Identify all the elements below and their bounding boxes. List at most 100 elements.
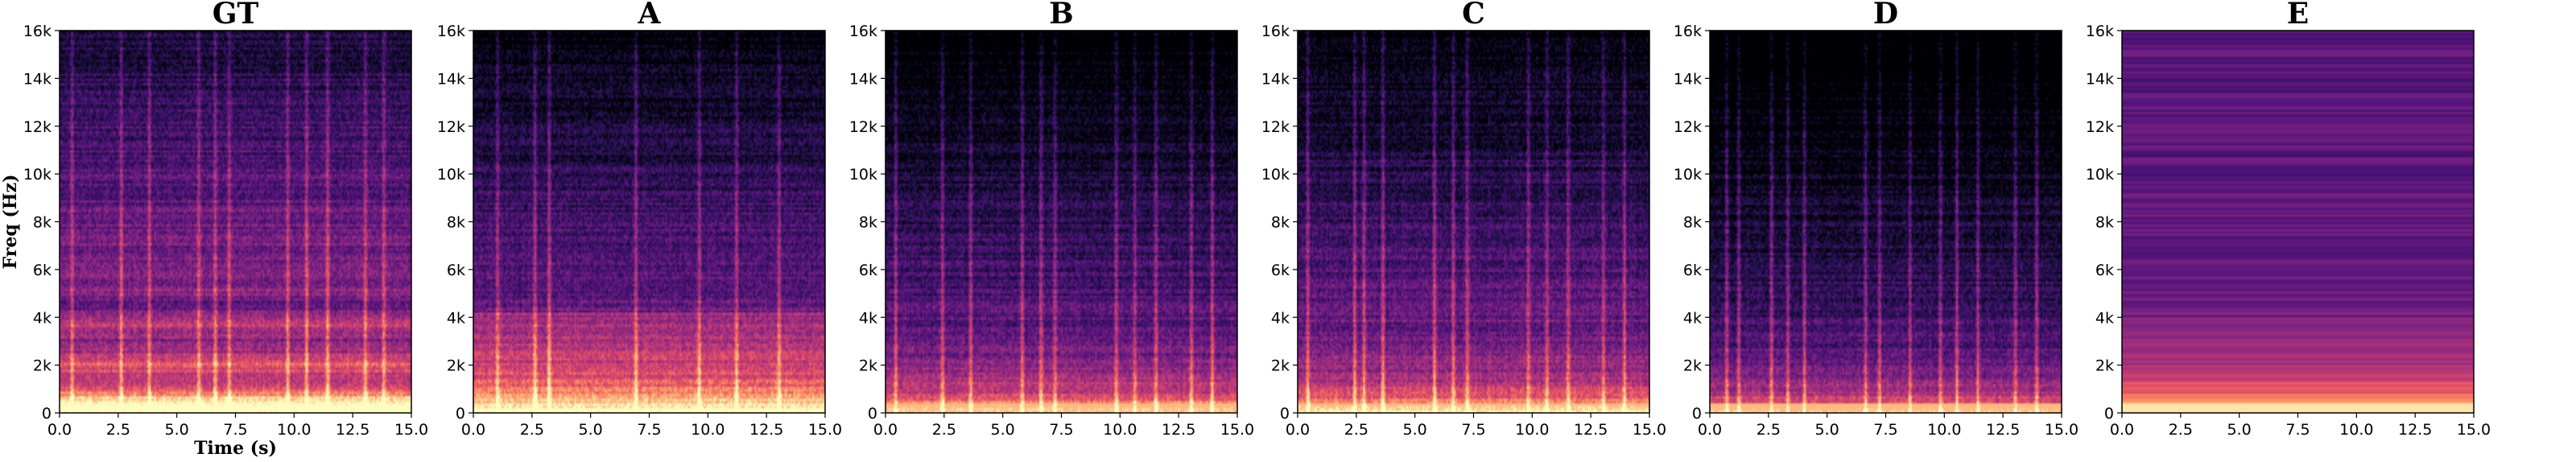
x-tick-label: 5.0: [991, 421, 1015, 439]
y-tick-label: 6k: [1271, 262, 1290, 279]
y-tick-label: 16k: [1674, 23, 1702, 40]
x-tick-label: 7.5: [1049, 421, 1073, 439]
y-tick-label: 0: [2104, 405, 2114, 423]
spectrogram-image: [1710, 31, 2062, 413]
y-tick-label: 14k: [849, 70, 877, 88]
x-tick-label: 15.0: [2457, 421, 2491, 439]
y-tick-label: 4k: [1683, 309, 1702, 327]
x-tick-label: 10.0: [2339, 421, 2373, 439]
y-tick-label: 6k: [447, 262, 465, 279]
spectrogram-image: [60, 31, 411, 413]
y-tick-label: 0: [456, 405, 465, 423]
x-tick-label: 10.0: [1515, 421, 1549, 439]
x-tick-label: 15.0: [394, 421, 428, 439]
x-tick-label: 7.5: [223, 421, 247, 439]
y-tick-label: 8k: [33, 214, 52, 232]
y-tick-label: 12k: [23, 118, 52, 136]
y-tick-label: 4k: [1271, 309, 1290, 327]
x-tick-label: 0.0: [47, 421, 72, 439]
x-tick-label: 2.5: [106, 421, 130, 439]
x-tick-label: 15.0: [1633, 421, 1666, 439]
panel-title: D: [1873, 0, 1898, 31]
x-tick-label: 10.0: [1103, 421, 1137, 439]
y-tick-label: 0: [42, 405, 52, 423]
y-tick-label: 12k: [849, 118, 877, 136]
spectrogram-image: [473, 31, 825, 413]
y-tick-label: 2k: [1271, 357, 1290, 375]
y-tick-label: 14k: [1674, 70, 1702, 88]
panel-title: E: [2287, 0, 2309, 31]
x-tick-label: 5.0: [1403, 421, 1427, 439]
y-tick-label: 16k: [1261, 23, 1290, 40]
y-tick-label: 2k: [1683, 357, 1702, 375]
y-tick-label: 16k: [23, 23, 52, 40]
x-tick-label: 12.5: [1986, 421, 2020, 439]
x-tick-label: 0.0: [1286, 421, 1310, 439]
spectrogram-panel-a: A 0.0 2.5 5.0 7.5 10.0 12.5 15.0 0 2k 4k 6k 8k 10k 12k…: [437, 0, 842, 439]
y-tick-label: 16k: [2086, 23, 2114, 40]
y-tick-label: 12k: [437, 118, 465, 136]
spectrogram-image: [886, 31, 1237, 413]
y-tick-label: 10k: [437, 166, 465, 184]
panel-title: C: [1462, 0, 1485, 31]
x-tick-label: 12.5: [336, 421, 369, 439]
x-tick-label: 2.5: [2169, 421, 2193, 439]
x-tick-label: 12.5: [749, 421, 783, 439]
y-tick-label: 12k: [1261, 118, 1290, 136]
y-tick-label: 4k: [33, 309, 52, 327]
x-tick-label: 7.5: [2285, 421, 2310, 439]
spectrogram-image: [1298, 31, 1649, 413]
x-tick-label: 2.5: [1757, 421, 1781, 439]
x-axis-label: Time (s): [194, 438, 277, 459]
y-tick-label: 12k: [2086, 118, 2114, 136]
y-tick-label: 2k: [33, 357, 52, 375]
y-tick-label: 4k: [859, 309, 877, 327]
x-tick-label: 7.5: [637, 421, 661, 439]
x-tick-label: 2.5: [520, 421, 544, 439]
y-tick-label: 4k: [447, 309, 465, 327]
y-tick-label: 10k: [23, 166, 52, 184]
y-tick-label: 8k: [1271, 214, 1290, 232]
y-tick-label: 6k: [859, 262, 877, 279]
spectrogram-panel-c: C 0.0 2.5 5.0 7.5 10.0 12.5 15.0 0 2k 4k 6k 8k 10k 12k…: [1261, 0, 1666, 439]
spectrogram-panel-gt: GT 0.0 2.5 5.0 7.5 10.0 12.5 15.0 0 2k 4k 6k 8k 10k 12…: [0, 0, 428, 459]
y-tick-label: 8k: [2095, 214, 2114, 232]
y-tick-label: 6k: [33, 262, 52, 279]
x-tick-label: 15.0: [2045, 421, 2079, 439]
x-tick-label: 10.0: [277, 421, 311, 439]
x-tick-label: 0.0: [1698, 421, 1722, 439]
y-tick-label: 10k: [1261, 166, 1290, 184]
x-tick-label: 12.5: [2398, 421, 2432, 439]
y-tick-label: 12k: [1674, 118, 1702, 136]
y-tick-label: 6k: [1683, 262, 1702, 279]
y-tick-label: 6k: [2095, 262, 2114, 279]
y-tick-label: 2k: [447, 357, 465, 375]
y-tick-label: 0: [1692, 405, 1702, 423]
x-tick-label: 5.0: [579, 421, 603, 439]
panel-title: GT: [213, 0, 259, 31]
x-tick-label: 2.5: [1344, 421, 1368, 439]
y-tick-label: 16k: [849, 23, 877, 40]
x-tick-label: 0.0: [873, 421, 898, 439]
y-tick-label: 2k: [2095, 357, 2114, 375]
y-tick-label: 8k: [447, 214, 465, 232]
y-tick-label: 0: [1280, 405, 1290, 423]
y-tick-label: 16k: [437, 23, 465, 40]
x-tick-label: 10.0: [691, 421, 724, 439]
spectrogram-image: [2122, 31, 2474, 413]
spectrogram-panel-e: E 0.0 2.5 5.0 7.5 10.0 12.5 15.0 0 2k 4k 6k 8k 10k 12k…: [2086, 0, 2491, 439]
x-tick-label: 15.0: [1220, 421, 1254, 439]
x-tick-label: 7.5: [1873, 421, 1897, 439]
spectrogram-panel-b: B 0.0 2.5 5.0 7.5 10.0 12.5 15.0 0 2k 4k 6k 8k 10k 12k…: [849, 0, 1254, 439]
y-tick-label: 4k: [2095, 309, 2114, 327]
y-tick-label: 10k: [849, 166, 877, 184]
spectrogram-panel-d: D 0.0 2.5 5.0 7.5 10.0 12.5 15.0 0 2k 4k 6k 8k 10k 12k…: [1674, 0, 2079, 439]
y-tick-label: 8k: [859, 214, 877, 232]
x-tick-label: 10.0: [1927, 421, 1961, 439]
x-tick-label: 15.0: [808, 421, 842, 439]
y-tick-label: 10k: [1674, 166, 1702, 184]
y-tick-label: 14k: [437, 70, 465, 88]
y-tick-label: 8k: [1683, 214, 1702, 232]
x-tick-label: 5.0: [1815, 421, 1839, 439]
